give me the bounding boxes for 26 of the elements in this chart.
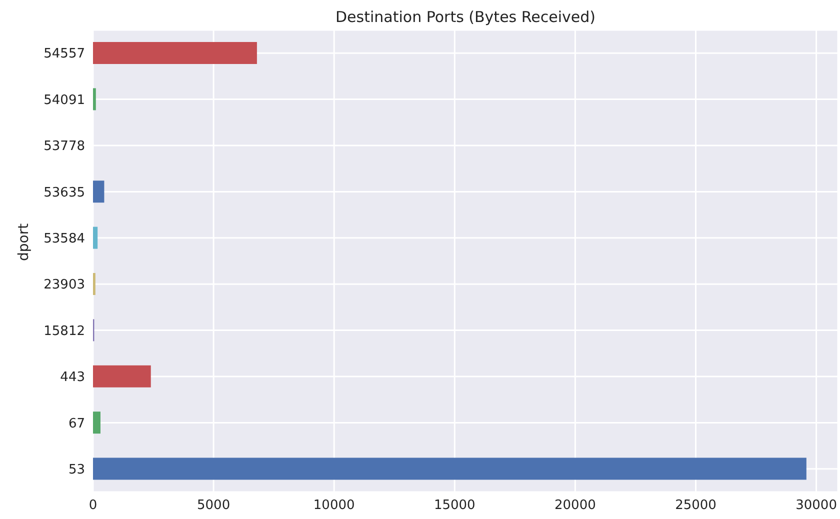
y-tick-label: 54557 [44,46,85,62]
y-tick-label: 53 [68,462,85,478]
bar [93,42,257,64]
y-tick-label: 67 [68,416,85,432]
x-tick-label: 30000 [796,498,837,514]
x-tick-label: 0 [88,498,98,514]
bar [93,180,104,203]
y-tick-label: 15812 [44,324,85,339]
bar [93,458,806,480]
y-tick-label: 23903 [44,278,85,293]
x-tick-label: 10000 [313,498,355,514]
y-tick-label: 53778 [44,139,85,154]
y-tick-label: 53635 [44,185,85,200]
x-tick-label: 15000 [434,498,476,514]
bar [93,365,151,388]
y-axis-title: dport [16,222,32,261]
bar [93,226,98,249]
y-tick-label: 54091 [44,92,85,108]
y-tick-label: 53584 [44,232,85,247]
x-tick-label: 25000 [675,498,716,514]
y-tick-label: 443 [60,370,85,386]
bar [93,412,100,434]
x-tick-label: 20000 [554,498,596,514]
x-tick-label: 5000 [197,498,230,514]
bar [93,88,96,110]
chart-title: Destination Ports (Bytes Received) [334,8,596,26]
